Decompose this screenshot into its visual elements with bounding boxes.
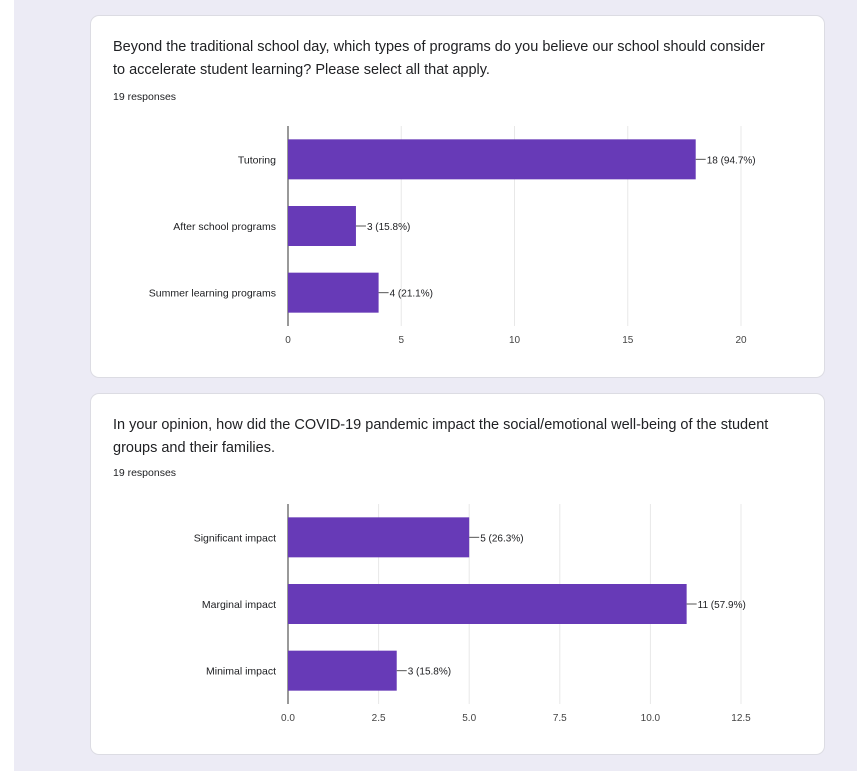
bar-chart-covid-impact: 0.0 2.5 5.0 7.5 10.0 12.5 Significant impact 5 …	[194, 504, 751, 724]
category-label: Summer learning programs	[149, 288, 276, 300]
x-tick-label: 7.5	[553, 713, 567, 724]
data-label: 18 (94.7%)	[707, 155, 756, 166]
x-tick-label: 0.0	[281, 713, 295, 724]
bar	[288, 584, 687, 624]
x-tick-label: 5.0	[462, 713, 476, 724]
question-card-covid-impact: In your opinion, how did the COVID-19 pa…	[91, 394, 824, 754]
bar	[288, 517, 470, 558]
x-tick-label: 15	[622, 335, 634, 346]
x-tick-label: 2.5	[372, 713, 386, 724]
data-label: 11 (57.9%)	[698, 600, 746, 611]
x-tick-label: 12.5	[731, 713, 751, 724]
x-tick-label: 0	[285, 335, 291, 346]
bar	[288, 272, 379, 313]
question-title: In your opinion, how did the COVID-19 pa…	[113, 417, 769, 456]
bar	[288, 139, 696, 180]
bar	[288, 650, 397, 691]
category-label: Minimal impact	[206, 666, 276, 678]
data-label: 3 (15.8%)	[408, 667, 451, 678]
category-label: Marginal impact	[202, 599, 276, 611]
question-card-programs: Beyond the traditional school day, which…	[91, 16, 824, 377]
x-tick-label: 10.0	[641, 713, 661, 724]
category-label: After school programs	[173, 221, 276, 233]
bar-chart-programs: 0 5 10 15 20 Tutoring 18 (94.7%) After school p…	[149, 126, 756, 346]
bar	[288, 206, 356, 246]
data-label: 3 (15.8%)	[367, 222, 410, 233]
data-label: 5 (26.3%)	[480, 533, 523, 544]
category-label: Significant impact	[194, 532, 276, 544]
response-count: 19 responses	[113, 467, 177, 479]
response-count: 19 responses	[113, 91, 177, 103]
data-label: 4 (21.1%)	[390, 289, 433, 300]
question-title: Beyond the traditional school day, which…	[113, 39, 765, 78]
x-tick-label: 5	[398, 335, 404, 346]
x-tick-label: 10	[509, 335, 521, 346]
x-tick-label: 20	[735, 335, 747, 346]
category-label: Tutoring	[238, 154, 276, 166]
